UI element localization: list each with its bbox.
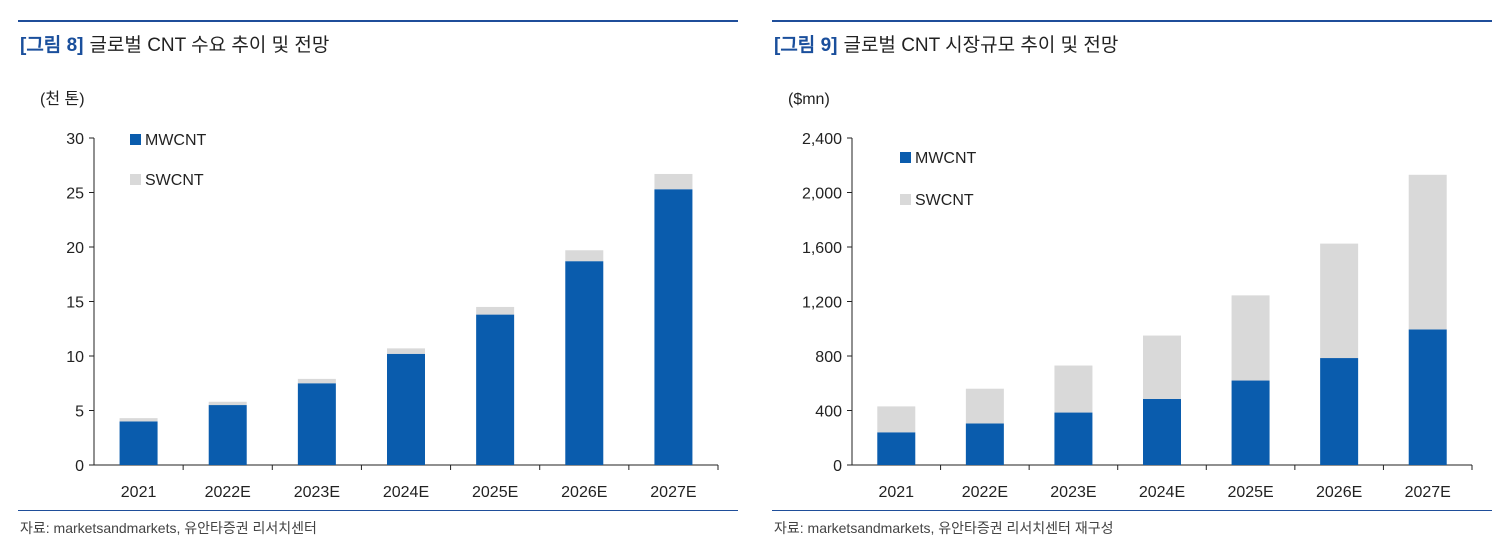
x-tick-label: 2021 xyxy=(878,484,914,501)
figure-source: 자료: marketsandmarkets, 유안타증권 리서치센터 재구성 xyxy=(774,520,1114,536)
bar-mwcnt-2026e xyxy=(1320,358,1359,465)
bar-mwcnt-2026e xyxy=(565,261,604,465)
figure-title: [그림 8] 글로벌 CNT 수요 추이 및 전망 xyxy=(20,30,329,57)
x-tick-label: 2022E xyxy=(962,484,1008,501)
x-tick-label: 2025E xyxy=(1227,484,1273,501)
y-tick-label: 2,000 xyxy=(802,186,842,203)
figure-top-rule xyxy=(772,20,1492,22)
bar-swcnt-2023e xyxy=(297,378,336,384)
bar-mwcnt-2025e xyxy=(476,314,515,465)
y-tick-label: 30 xyxy=(66,131,84,148)
y-tick-label: 0 xyxy=(75,458,84,475)
x-tick-label: 2025E xyxy=(472,484,518,501)
legend-swatch-swcnt xyxy=(130,174,141,185)
y-tick-label: 1,600 xyxy=(802,240,842,257)
legend-label-mwcnt: MWCNT xyxy=(915,150,977,167)
bar-swcnt-2025e xyxy=(476,306,515,315)
y-tick-label: 1,200 xyxy=(802,295,842,312)
bar-mwcnt-2023e xyxy=(297,383,336,465)
bar-swcnt-2023e xyxy=(1054,365,1093,413)
x-tick-label: 2027E xyxy=(650,484,696,501)
bar-mwcnt-2021 xyxy=(877,432,916,465)
y-tick-label: 10 xyxy=(66,349,84,366)
figure-title-text: 글로벌 CNT 시장규모 추이 및 전망 xyxy=(843,35,1119,56)
figure-bottom-rule xyxy=(18,510,738,511)
x-tick-label: 2023E xyxy=(1050,484,1096,501)
y-tick-label: 0 xyxy=(833,458,842,475)
bar-swcnt-2024e xyxy=(387,348,425,354)
y-tick-label: 800 xyxy=(815,349,842,366)
bar-mwcnt-2021 xyxy=(119,421,158,465)
x-tick-label: 2026E xyxy=(1316,484,1362,501)
bar-swcnt-2026e xyxy=(565,250,604,262)
bar-mwcnt-2024e xyxy=(1143,398,1181,465)
x-tick-label: 2024E xyxy=(383,484,429,501)
figure-top-rule xyxy=(18,20,738,22)
figure-source: 자료: marketsandmarkets, 유안타증권 리서치센터 xyxy=(20,520,317,536)
y-tick-label: 15 xyxy=(66,295,84,312)
figure-bottom-rule xyxy=(772,510,1492,511)
unit-label: (천 톤) xyxy=(40,90,85,108)
figure-title: [그림 9] 글로벌 CNT 시장규모 추이 및 전망 xyxy=(774,30,1118,57)
legend-label-swcnt: SWCNT xyxy=(915,192,974,209)
x-tick-label: 2027E xyxy=(1405,484,1451,501)
bar-mwcnt-2023e xyxy=(1054,412,1093,465)
figure-title-text: 글로벌 CNT 수요 추이 및 전망 xyxy=(89,35,330,56)
y-tick-label: 2,400 xyxy=(802,131,842,148)
cnt-demand-chart: (천 톤) 0 5 10 15 20 25 30 2021 2022E 2023E 2024E 2025… xyxy=(40,90,719,501)
bar-swcnt-2021 xyxy=(877,406,916,433)
legend-swatch-mwcnt xyxy=(900,152,911,163)
x-tick-label: 2023E xyxy=(294,484,340,501)
figure-9-panel: [그림 9] 글로벌 CNT 시장규모 추이 및 전망 ($mn) 0 400 800 1… xyxy=(772,0,1492,551)
legend-swatch-swcnt xyxy=(900,194,911,205)
y-tick-label: 400 xyxy=(815,404,842,421)
y-tick-label: 20 xyxy=(66,240,84,257)
x-tick-label: 2021 xyxy=(121,484,157,501)
bar-mwcnt-2024e xyxy=(387,353,425,465)
figure-8-panel: [그림 8] 글로벌 CNT 수요 추이 및 전망 (천 톤) 0 5 10 15 20 25… xyxy=(18,0,738,551)
x-tick-label: 2024E xyxy=(1139,484,1185,501)
cnt-market-size-chart: ($mn) 0 400 800 1,200 1,600 2,000 2,400 2021 2022… xyxy=(788,91,1473,501)
y-tick-label: 25 xyxy=(66,186,84,203)
legend-swatch-mwcnt xyxy=(130,134,141,145)
bar-swcnt-2027e xyxy=(654,173,693,190)
bar-mwcnt-2022e xyxy=(965,423,1004,465)
figure-label: [그림 8] xyxy=(20,35,84,56)
y-tick-label: 5 xyxy=(75,404,84,421)
bar-mwcnt-2027e xyxy=(654,189,693,466)
figure-label: [그림 9] xyxy=(774,35,838,56)
bar-swcnt-2025e xyxy=(1231,295,1270,381)
bar-mwcnt-2025e xyxy=(1231,380,1270,465)
bar-swcnt-2027e xyxy=(1408,174,1447,330)
bar-swcnt-2026e xyxy=(1320,243,1359,359)
bar-swcnt-2021 xyxy=(119,418,158,422)
legend-label-mwcnt: MWCNT xyxy=(145,132,207,149)
bar-swcnt-2024e xyxy=(1143,335,1181,399)
bar-mwcnt-2022e xyxy=(208,405,247,465)
legend-label-swcnt: SWCNT xyxy=(145,172,204,189)
x-tick-label: 2026E xyxy=(561,484,607,501)
unit-label: ($mn) xyxy=(788,91,830,108)
bar-swcnt-2022e xyxy=(208,401,247,406)
x-tick-label: 2022E xyxy=(205,484,251,501)
bar-swcnt-2022e xyxy=(965,388,1004,424)
bar-mwcnt-2027e xyxy=(1408,329,1447,465)
